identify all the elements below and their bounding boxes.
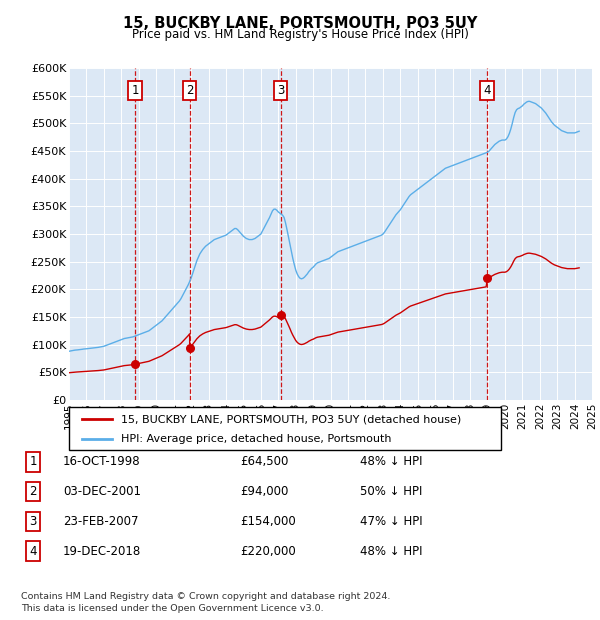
FancyBboxPatch shape [69, 407, 501, 450]
Text: 15, BUCKBY LANE, PORTSMOUTH, PO3 5UY: 15, BUCKBY LANE, PORTSMOUTH, PO3 5UY [123, 16, 477, 30]
Text: 16-OCT-1998: 16-OCT-1998 [63, 456, 140, 468]
Text: Contains HM Land Registry data © Crown copyright and database right 2024.
This d: Contains HM Land Registry data © Crown c… [21, 591, 391, 613]
Text: 15, BUCKBY LANE, PORTSMOUTH, PO3 5UY (detached house): 15, BUCKBY LANE, PORTSMOUTH, PO3 5UY (de… [121, 414, 461, 424]
Text: 23-FEB-2007: 23-FEB-2007 [63, 515, 139, 528]
Text: 1: 1 [29, 456, 37, 468]
Text: Price paid vs. HM Land Registry's House Price Index (HPI): Price paid vs. HM Land Registry's House … [131, 28, 469, 41]
Point [185, 343, 194, 353]
Text: £220,000: £220,000 [240, 545, 296, 557]
Text: 47% ↓ HPI: 47% ↓ HPI [360, 515, 422, 528]
Text: £64,500: £64,500 [240, 456, 289, 468]
Text: £94,000: £94,000 [240, 485, 289, 498]
Text: 48% ↓ HPI: 48% ↓ HPI [360, 545, 422, 557]
Text: HPI: Average price, detached house, Portsmouth: HPI: Average price, detached house, Port… [121, 434, 391, 444]
Text: 1: 1 [131, 84, 139, 97]
Text: 48% ↓ HPI: 48% ↓ HPI [360, 456, 422, 468]
Text: 2: 2 [29, 485, 37, 498]
Point [482, 273, 492, 283]
Text: 3: 3 [277, 84, 284, 97]
Text: 3: 3 [29, 515, 37, 528]
Text: 4: 4 [29, 545, 37, 557]
Text: 2: 2 [186, 84, 193, 97]
Text: £154,000: £154,000 [240, 515, 296, 528]
Text: 03-DEC-2001: 03-DEC-2001 [63, 485, 141, 498]
Text: 4: 4 [483, 84, 491, 97]
Text: 50% ↓ HPI: 50% ↓ HPI [360, 485, 422, 498]
Point [130, 359, 140, 369]
Text: 19-DEC-2018: 19-DEC-2018 [63, 545, 141, 557]
Point [276, 310, 286, 320]
